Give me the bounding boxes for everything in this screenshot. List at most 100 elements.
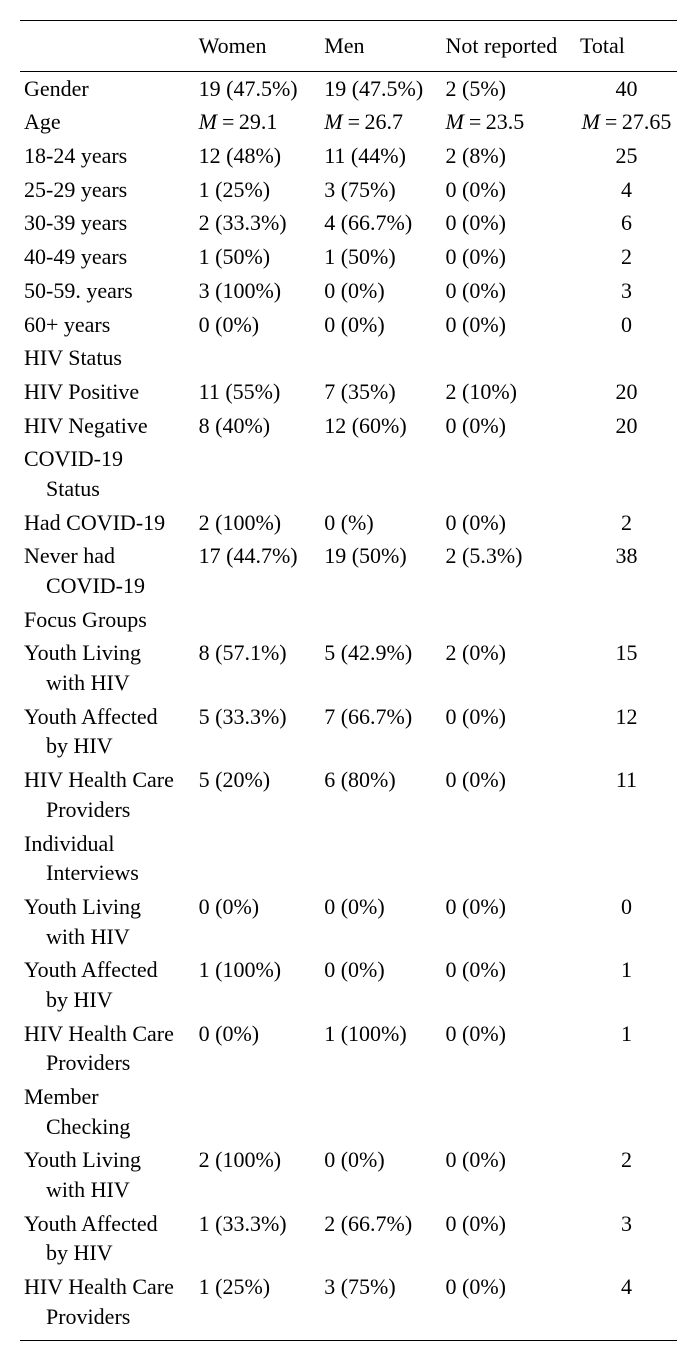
cell-total: 1 bbox=[576, 1017, 677, 1080]
cell-men bbox=[320, 341, 441, 375]
cell-not-reported: 2 (5.3%) bbox=[442, 539, 576, 602]
cell-men: 12 (60%) bbox=[320, 409, 441, 443]
table-row: HIV Health CareProviders5 (20%)6 (80%)0 … bbox=[20, 763, 677, 826]
cell-men: 7 (66.7%) bbox=[320, 700, 441, 763]
cell-men: 19 (47.5%) bbox=[320, 71, 441, 105]
cell-total: M = 27.65 bbox=[576, 105, 677, 139]
cell-women: 2 (100%) bbox=[195, 506, 321, 540]
col-header-men: Men bbox=[320, 21, 441, 72]
cell-men bbox=[320, 442, 441, 505]
table-row: Youth Livingwith HIV2 (100%)0 (0%)0 (0%)… bbox=[20, 1143, 677, 1206]
cell-women: 17 (44.7%) bbox=[195, 539, 321, 602]
cell-total: 0 bbox=[576, 308, 677, 342]
cell-not-reported: 0 (0%) bbox=[442, 240, 576, 274]
cell-total: 3 bbox=[576, 1207, 677, 1270]
table-row: Youth Livingwith HIV0 (0%)0 (0%)0 (0%)0 bbox=[20, 890, 677, 953]
cell-men: 1 (100%) bbox=[320, 1017, 441, 1080]
cell-women bbox=[195, 1080, 321, 1143]
cell-total: 4 bbox=[576, 173, 677, 207]
row-label: HIV Positive bbox=[20, 375, 195, 409]
cell-women: 0 (0%) bbox=[195, 890, 321, 953]
row-label: Youth Livingwith HIV bbox=[20, 1143, 195, 1206]
cell-not-reported: 0 (0%) bbox=[442, 1207, 576, 1270]
cell-women: 2 (33.3%) bbox=[195, 206, 321, 240]
cell-total: 3 bbox=[576, 274, 677, 308]
cell-not-reported: 0 (0%) bbox=[442, 274, 576, 308]
row-label: Youth Livingwith HIV bbox=[20, 636, 195, 699]
cell-not-reported: 0 (0%) bbox=[442, 506, 576, 540]
row-label: Youth Livingwith HIV bbox=[20, 890, 195, 953]
cell-men bbox=[320, 827, 441, 890]
cell-women: 0 (0%) bbox=[195, 1017, 321, 1080]
cell-men: 0 (%) bbox=[320, 506, 441, 540]
cell-men: 1 (50%) bbox=[320, 240, 441, 274]
table-row: MemberChecking bbox=[20, 1080, 677, 1143]
table-row: COVID-19Status bbox=[20, 442, 677, 505]
row-label: Focus Groups bbox=[20, 603, 195, 637]
cell-men: M = 26.7 bbox=[320, 105, 441, 139]
row-label: HIV Negative bbox=[20, 409, 195, 443]
cell-women: 11 (55%) bbox=[195, 375, 321, 409]
cell-total: 2 bbox=[576, 240, 677, 274]
cell-women: 2 (100%) bbox=[195, 1143, 321, 1206]
cell-not-reported bbox=[442, 1080, 576, 1143]
table-row: HIV Positive11 (55%)7 (35%)2 (10%)20 bbox=[20, 375, 677, 409]
cell-men: 19 (50%) bbox=[320, 539, 441, 602]
cell-women bbox=[195, 341, 321, 375]
cell-total bbox=[576, 603, 677, 637]
cell-women: 8 (40%) bbox=[195, 409, 321, 443]
table-row: 50-59. years3 (100%)0 (0%)0 (0%)3 bbox=[20, 274, 677, 308]
cell-not-reported: 2 (0%) bbox=[442, 636, 576, 699]
cell-total: 20 bbox=[576, 375, 677, 409]
cell-men: 0 (0%) bbox=[320, 274, 441, 308]
cell-not-reported bbox=[442, 341, 576, 375]
cell-not-reported: 2 (8%) bbox=[442, 139, 576, 173]
cell-total: 20 bbox=[576, 409, 677, 443]
table-row: HIV Status bbox=[20, 341, 677, 375]
row-label: HIV Health CareProviders bbox=[20, 763, 195, 826]
demographics-table-container: Women Men Not reported Total Gender19 (4… bbox=[20, 20, 677, 1341]
cell-total bbox=[576, 341, 677, 375]
cell-men: 3 (75%) bbox=[320, 173, 441, 207]
cell-women: 1 (50%) bbox=[195, 240, 321, 274]
cell-not-reported: 0 (0%) bbox=[442, 763, 576, 826]
cell-women: 12 (48%) bbox=[195, 139, 321, 173]
cell-men: 0 (0%) bbox=[320, 1143, 441, 1206]
row-label: HIV Status bbox=[20, 341, 195, 375]
cell-total: 1 bbox=[576, 953, 677, 1016]
row-label: Youth Affectedby HIV bbox=[20, 953, 195, 1016]
cell-not-reported: 0 (0%) bbox=[442, 890, 576, 953]
table-row: Focus Groups bbox=[20, 603, 677, 637]
row-label: Gender bbox=[20, 71, 195, 105]
cell-women: 1 (100%) bbox=[195, 953, 321, 1016]
table-body: Gender19 (47.5%)19 (47.5%)2 (5%)40AgeM =… bbox=[20, 71, 677, 1340]
cell-not-reported: M = 23.5 bbox=[442, 105, 576, 139]
cell-not-reported: 0 (0%) bbox=[442, 1143, 576, 1206]
cell-total bbox=[576, 442, 677, 505]
cell-total bbox=[576, 827, 677, 890]
cell-total: 40 bbox=[576, 71, 677, 105]
row-label: Youth Affectedby HIV bbox=[20, 700, 195, 763]
table-row: Had COVID-192 (100%)0 (%)0 (0%)2 bbox=[20, 506, 677, 540]
cell-total: 2 bbox=[576, 1143, 677, 1206]
table-row: HIV Health CareProviders1 (25%)3 (75%)0 … bbox=[20, 1270, 677, 1340]
cell-total: 0 bbox=[576, 890, 677, 953]
row-label: 25-29 years bbox=[20, 173, 195, 207]
cell-women: 19 (47.5%) bbox=[195, 71, 321, 105]
cell-not-reported: 0 (0%) bbox=[442, 1270, 576, 1340]
table-row: Gender19 (47.5%)19 (47.5%)2 (5%)40 bbox=[20, 71, 677, 105]
cell-men: 0 (0%) bbox=[320, 890, 441, 953]
table-row: Never hadCOVID-1917 (44.7%)19 (50%)2 (5.… bbox=[20, 539, 677, 602]
table-row: AgeM = 29.1M = 26.7M = 23.5M = 27.65 bbox=[20, 105, 677, 139]
cell-women: 1 (25%) bbox=[195, 1270, 321, 1340]
table-row: 30-39 years2 (33.3%)4 (66.7%)0 (0%)6 bbox=[20, 206, 677, 240]
cell-women: 8 (57.1%) bbox=[195, 636, 321, 699]
cell-not-reported: 2 (10%) bbox=[442, 375, 576, 409]
row-label: Age bbox=[20, 105, 195, 139]
row-label: IndividualInterviews bbox=[20, 827, 195, 890]
cell-not-reported: 0 (0%) bbox=[442, 308, 576, 342]
cell-total: 11 bbox=[576, 763, 677, 826]
row-label: MemberChecking bbox=[20, 1080, 195, 1143]
cell-not-reported: 0 (0%) bbox=[442, 700, 576, 763]
cell-total: 38 bbox=[576, 539, 677, 602]
